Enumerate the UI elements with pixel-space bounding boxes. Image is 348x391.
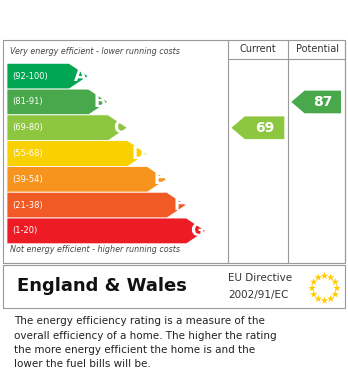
Text: G: G <box>190 222 204 240</box>
Polygon shape <box>231 117 284 139</box>
Text: (39-54): (39-54) <box>12 175 43 184</box>
Polygon shape <box>321 272 328 279</box>
Text: (69-80): (69-80) <box>12 123 43 132</box>
Polygon shape <box>327 273 334 281</box>
Text: B: B <box>94 93 106 111</box>
Text: (55-68): (55-68) <box>12 149 43 158</box>
Text: EU Directive: EU Directive <box>228 273 292 283</box>
Polygon shape <box>321 296 328 304</box>
Polygon shape <box>331 278 339 285</box>
Text: (1-20): (1-20) <box>12 226 38 235</box>
Text: F: F <box>173 196 184 214</box>
Text: (21-38): (21-38) <box>12 201 43 210</box>
Text: (92-100): (92-100) <box>12 72 48 81</box>
Text: E: E <box>153 170 165 188</box>
Text: Very energy efficient - lower running costs: Very energy efficient - lower running co… <box>10 47 180 56</box>
Polygon shape <box>315 273 322 281</box>
Polygon shape <box>7 218 206 244</box>
Text: 69: 69 <box>255 121 274 135</box>
Polygon shape <box>308 284 316 291</box>
Polygon shape <box>7 89 108 115</box>
Text: A: A <box>74 67 87 85</box>
Polygon shape <box>7 115 127 141</box>
Polygon shape <box>7 192 186 218</box>
Polygon shape <box>7 167 167 192</box>
Polygon shape <box>310 291 318 298</box>
Polygon shape <box>310 278 318 285</box>
Text: Potential: Potential <box>296 44 339 54</box>
Polygon shape <box>7 63 88 89</box>
Text: Not energy efficient - higher running costs: Not energy efficient - higher running co… <box>10 245 181 254</box>
Text: (81-91): (81-91) <box>12 97 43 106</box>
Polygon shape <box>315 295 322 302</box>
Text: 87: 87 <box>313 95 332 109</box>
Polygon shape <box>331 291 339 298</box>
Text: 2002/91/EC: 2002/91/EC <box>228 290 288 300</box>
Text: England & Wales: England & Wales <box>17 277 187 295</box>
Text: D: D <box>132 145 145 163</box>
Polygon shape <box>7 141 147 167</box>
Polygon shape <box>327 295 334 302</box>
Polygon shape <box>291 91 341 113</box>
Text: Energy Efficiency Rating: Energy Efficiency Rating <box>10 13 232 27</box>
Text: C: C <box>113 119 126 137</box>
Text: The energy efficiency rating is a measure of the
overall efficiency of a home. T: The energy efficiency rating is a measur… <box>14 316 277 369</box>
Text: Current: Current <box>239 44 276 54</box>
Polygon shape <box>333 284 341 291</box>
